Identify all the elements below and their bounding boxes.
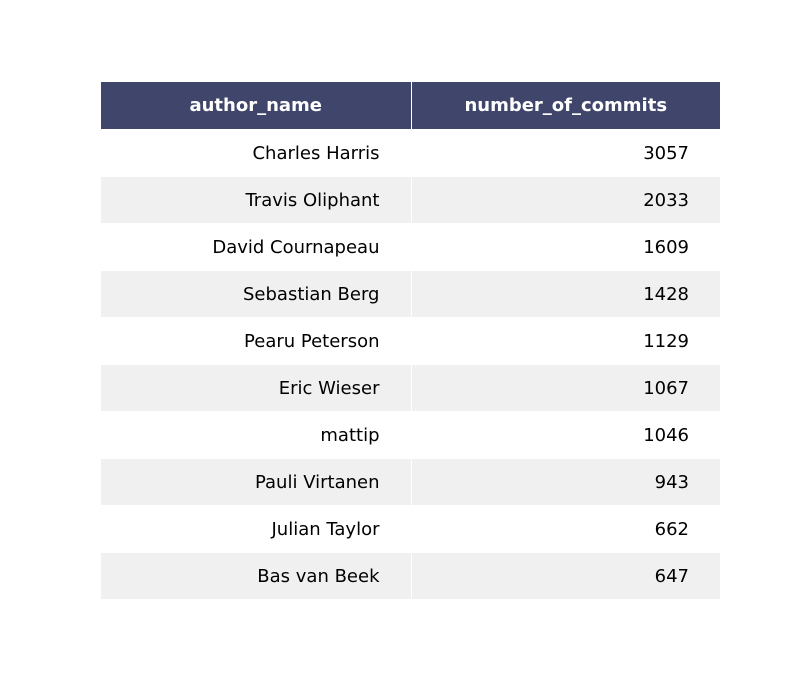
cell-author-name: David Cournapeau — [101, 223, 412, 271]
cell-number-of-commits: 647 — [410, 552, 720, 600]
cell-number-of-commits: 662 — [410, 505, 720, 553]
table-row: mattip 1046 — [101, 411, 720, 459]
column-header-author-name: author_name — [101, 82, 412, 130]
cell-number-of-commits: 1129 — [410, 317, 720, 365]
table-row: Sebastian Berg 1428 — [101, 270, 720, 318]
commits-table-container: author_name number_of_commits Charles Ha… — [101, 82, 720, 600]
table-body: Charles Harris 3057 Travis Oliphant 2033 Dav… — [101, 129, 720, 600]
table-row: Bas van Beek 647 — [101, 552, 720, 600]
cell-author-name: Bas van Beek — [101, 552, 412, 600]
cell-author-name: Eric Wieser — [101, 364, 412, 412]
cell-number-of-commits: 1067 — [410, 364, 720, 412]
table-row: Travis Oliphant 2033 — [101, 176, 720, 224]
cell-author-name: Pearu Peterson — [101, 317, 412, 365]
column-header-number-of-commits: number_of_commits — [410, 82, 720, 130]
cell-number-of-commits: 1609 — [410, 223, 720, 271]
cell-author-name: mattip — [101, 411, 412, 459]
cell-author-name: Charles Harris — [101, 129, 412, 177]
table-row: Charles Harris 3057 — [101, 129, 720, 177]
table-row: Julian Taylor 662 — [101, 505, 720, 553]
table-row: Pearu Peterson 1129 — [101, 317, 720, 365]
cell-author-name: Julian Taylor — [101, 505, 412, 553]
cell-number-of-commits: 943 — [410, 458, 720, 506]
cell-number-of-commits: 1428 — [410, 270, 720, 318]
table-row: Eric Wieser 1067 — [101, 364, 720, 412]
cell-number-of-commits: 3057 — [410, 129, 720, 177]
table-row: Pauli Virtanen 943 — [101, 458, 720, 506]
table-row: David Cournapeau 1609 — [101, 223, 720, 271]
cell-number-of-commits: 2033 — [410, 176, 720, 224]
cell-author-name: Sebastian Berg — [101, 270, 412, 318]
table-header: author_name number_of_commits — [101, 82, 720, 130]
header-row: author_name number_of_commits — [101, 82, 720, 130]
commits-table: author_name number_of_commits Charles Ha… — [101, 82, 720, 600]
cell-author-name: Travis Oliphant — [101, 176, 412, 224]
cell-number-of-commits: 1046 — [410, 411, 720, 459]
cell-author-name: Pauli Virtanen — [101, 458, 412, 506]
